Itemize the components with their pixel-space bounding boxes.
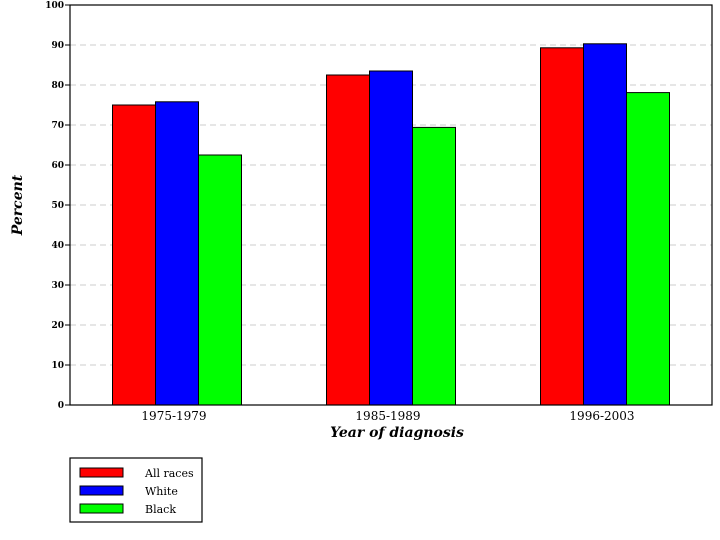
- legend-swatch: [79, 503, 124, 514]
- bar-white-1985-1989: [369, 70, 413, 406]
- bars: [112, 43, 670, 406]
- y-tick-label: 10: [51, 361, 64, 371]
- legend-label: Black: [145, 503, 176, 516]
- y-axis-title: Percent: [10, 174, 26, 236]
- plot-frame: [69, 4, 713, 406]
- y-tick-label: 60: [51, 161, 64, 171]
- y-tick-label: 80: [51, 81, 64, 91]
- y-tick-label: 20: [51, 321, 64, 331]
- bar-black-1996-2003: [626, 92, 670, 406]
- x-category-labels: 1975-1979 1985-1989 1996-2003: [141, 409, 634, 423]
- legend-label: White: [145, 485, 178, 498]
- legend: All races White Black: [69, 457, 203, 523]
- y-tick-label: 50: [51, 201, 64, 211]
- x-category-label: 1975-1979: [141, 409, 206, 423]
- bar-white-1975-1979: [155, 101, 199, 406]
- bar-all-races-1985-1989: [326, 74, 370, 406]
- legend-label: All races: [144, 467, 194, 480]
- bar-all-races-1975-1979: [112, 104, 156, 406]
- bar-black-1975-1979: [198, 154, 242, 406]
- y-tick-label: 30: [51, 281, 64, 291]
- bar-black-1985-1989: [412, 126, 456, 406]
- bar-white-1996-2003: [583, 43, 627, 406]
- y-tick-label: 100: [45, 1, 64, 11]
- x-category-label: 1996-2003: [569, 409, 634, 423]
- legend-swatch: [79, 467, 124, 478]
- x-axis-title: Year of diagnosis: [330, 425, 464, 441]
- legend-swatch: [79, 485, 124, 496]
- y-tick-label: 40: [51, 241, 64, 251]
- y-tick-labels: 0 10 20 30 40 50 60 70 80 90 100: [45, 1, 64, 411]
- axes: [65, 4, 713, 406]
- y-tick-label: 70: [51, 121, 64, 131]
- y-tick-label: 0: [58, 401, 64, 411]
- bar-all-races-1996-2003: [540, 47, 584, 406]
- y-tick-label: 90: [51, 41, 64, 51]
- x-category-label: 1985-1989: [355, 409, 420, 423]
